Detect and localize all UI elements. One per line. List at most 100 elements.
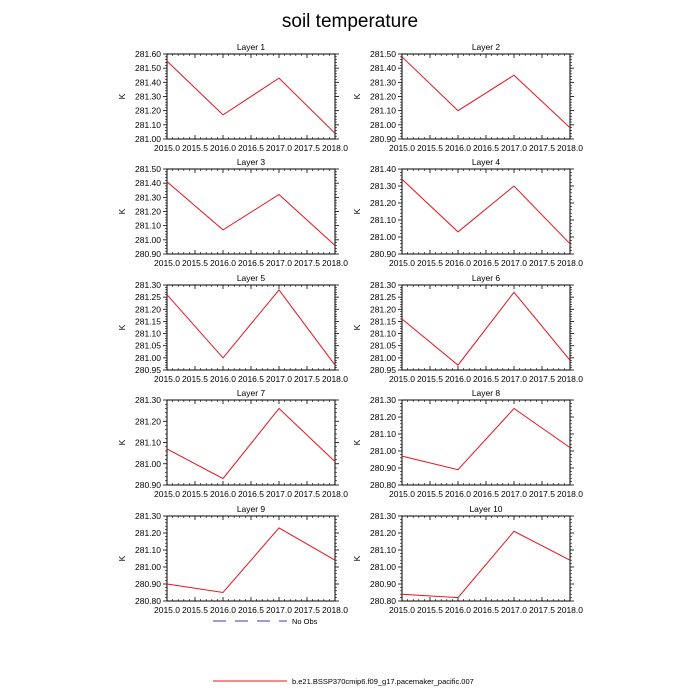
- y-tick-label: 281.40: [135, 178, 161, 188]
- y-tick-label: 281.30: [370, 511, 396, 521]
- legend: No Obs b.e21.BSSP370cmip6.f09_g17.pacema…: [213, 617, 474, 686]
- panel-title: Layer 5: [237, 273, 266, 283]
- x-tick-label: 2017.0: [501, 489, 527, 499]
- x-tick-label: 2017.0: [501, 605, 527, 615]
- x-tick-label: 2018.0: [557, 258, 583, 268]
- x-tick-label: 2017.5: [529, 605, 555, 615]
- y-tick-label: 281.10: [135, 120, 161, 130]
- x-tick-label: 2017.5: [529, 489, 555, 499]
- y-tick-label: 281.20: [135, 416, 161, 426]
- plot-frame: [401, 284, 571, 371]
- x-tick-label: 2016.0: [445, 489, 471, 499]
- y-tick-label: 280.95: [370, 365, 396, 375]
- y-tick-label: 280.80: [370, 596, 396, 606]
- y-tick-label: 281.50: [135, 164, 161, 174]
- series-line: [166, 289, 336, 366]
- x-tick-label: 2015.0: [389, 489, 415, 499]
- y-tick-label: 281.00: [370, 446, 396, 456]
- x-tick-label: 2015.5: [417, 143, 443, 153]
- y-tick-label: 281.30: [370, 280, 396, 290]
- x-tick-label: 2018.0: [557, 143, 583, 153]
- y-tick-label: 281.30: [135, 280, 161, 290]
- series-line: [166, 527, 336, 594]
- y-tick-label: 281.00: [370, 120, 396, 130]
- y-tick-label: 280.80: [370, 480, 396, 490]
- series-line: [166, 60, 336, 134]
- y-tick-label: 281.30: [135, 395, 161, 405]
- y-tick-label: 281.00: [135, 562, 161, 572]
- x-tick-label: 2017.5: [294, 374, 320, 384]
- y-axis-label: K: [117, 439, 127, 445]
- x-tick-label: 2016.0: [210, 258, 236, 268]
- y-tick-label: 281.00: [370, 353, 396, 363]
- x-tick-label: 2016.5: [473, 489, 499, 499]
- x-tick-label: 2016.0: [445, 143, 471, 153]
- y-tick-label: 280.80: [135, 596, 161, 606]
- y-tick-label: 281.00: [135, 459, 161, 469]
- series-line: [401, 407, 571, 471]
- panel-title: Layer 7: [237, 388, 266, 398]
- y-tick-label: 281.10: [135, 438, 161, 448]
- panel-title: Layer 8: [472, 388, 501, 398]
- y-tick-label: 281.10: [370, 106, 396, 116]
- series-line: [401, 178, 571, 245]
- x-tick-label: 2017.5: [294, 489, 320, 499]
- x-tick-label: 2017.5: [529, 143, 555, 153]
- y-tick-label: 281.20: [135, 304, 161, 314]
- y-tick-label: 281.15: [370, 316, 396, 326]
- legend-label-model: b.e21.BSSP370cmip6.f09_g17.pacemaker_pac…: [292, 677, 474, 686]
- y-axis-label: K: [352, 324, 362, 330]
- x-tick-label: 2018.0: [322, 143, 348, 153]
- x-tick-label: 2015.5: [417, 605, 443, 615]
- x-tick-label: 2017.0: [501, 258, 527, 268]
- x-tick-label: 2015.0: [154, 374, 180, 384]
- y-tick-label: 280.90: [135, 480, 161, 490]
- y-axis-label: K: [117, 93, 127, 99]
- x-tick-label: 2018.0: [322, 258, 348, 268]
- figure-title: soil temperature: [282, 11, 418, 32]
- y-tick-label: 281.30: [370, 395, 396, 405]
- y-tick-label: 281.20: [370, 92, 396, 102]
- y-tick-label: 281.50: [370, 49, 396, 59]
- x-tick-label: 2018.0: [557, 605, 583, 615]
- y-tick-label: 281.20: [370, 412, 396, 422]
- series-line: [166, 407, 336, 480]
- x-tick-label: 2017.5: [529, 258, 555, 268]
- series-line: [401, 530, 571, 599]
- y-tick-label: 281.30: [135, 192, 161, 202]
- x-tick-label: 2015.5: [417, 258, 443, 268]
- x-tick-label: 2016.0: [445, 605, 471, 615]
- y-tick-label: 281.15: [135, 316, 161, 326]
- legend-label-no-obs: No Obs: [292, 617, 318, 626]
- x-tick-label: 2015.5: [417, 489, 443, 499]
- y-axis-label: K: [352, 208, 362, 214]
- plot-frame: [401, 399, 571, 486]
- panel-title: Layer 9: [237, 504, 266, 514]
- y-tick-label: 281.40: [370, 164, 396, 174]
- x-tick-label: 2018.0: [322, 374, 348, 384]
- y-tick-label: 281.10: [370, 215, 396, 225]
- y-tick-label: 281.50: [135, 63, 161, 73]
- series-line: [401, 56, 571, 129]
- y-axis-label: K: [117, 208, 127, 214]
- x-tick-label: 2017.0: [266, 143, 292, 153]
- x-tick-label: 2015.5: [182, 143, 208, 153]
- y-tick-label: 281.20: [135, 528, 161, 538]
- x-tick-label: 2017.0: [266, 258, 292, 268]
- plot-frame: [166, 168, 336, 255]
- panel-title: Layer 10: [469, 504, 502, 514]
- y-tick-label: 280.90: [370, 579, 396, 589]
- y-tick-label: 281.05: [370, 341, 396, 351]
- x-tick-label: 2015.0: [389, 374, 415, 384]
- panel-title: Layer 1: [237, 42, 266, 52]
- x-tick-label: 2017.5: [294, 143, 320, 153]
- y-axis-label: K: [352, 555, 362, 561]
- plot-frame: [166, 284, 336, 371]
